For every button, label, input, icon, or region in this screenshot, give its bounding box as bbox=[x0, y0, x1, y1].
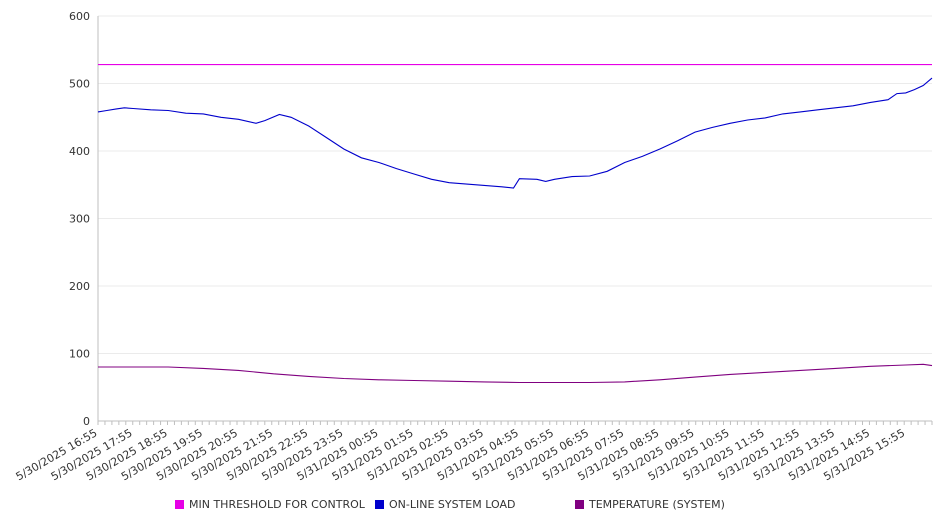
series-line-2 bbox=[98, 363, 933, 384]
y-tick-label: 600 bbox=[69, 10, 90, 23]
legend-item-system-load[interactable]: ON-LINE SYSTEM LOAD bbox=[375, 498, 515, 511]
legend-item-min-threshold[interactable]: MIN THRESHOLD FOR CONTROL bbox=[175, 498, 365, 511]
y-tick-label: 100 bbox=[69, 348, 90, 361]
y-tick-label: 500 bbox=[69, 78, 90, 91]
legend-swatch-system-load bbox=[375, 500, 384, 509]
legend: MIN THRESHOLD FOR CONTROL ON-LINE SYSTEM… bbox=[0, 498, 946, 516]
y-tick-label: 200 bbox=[69, 280, 90, 293]
legend-swatch-temperature bbox=[575, 500, 584, 509]
legend-label-system-load: ON-LINE SYSTEM LOAD bbox=[389, 498, 516, 511]
legend-label-temperature: TEMPERATURE (SYSTEM) bbox=[589, 498, 725, 511]
y-tick-label: 0 bbox=[83, 415, 90, 428]
y-tick-label: 400 bbox=[69, 145, 90, 158]
legend-swatch-min-threshold bbox=[175, 500, 184, 509]
y-tick-label: 300 bbox=[69, 213, 90, 226]
series-line-1 bbox=[97, 77, 933, 189]
legend-item-temperature[interactable]: TEMPERATURE (SYSTEM) bbox=[575, 498, 725, 511]
legend-label-min-threshold: MIN THRESHOLD FOR CONTROL bbox=[189, 498, 365, 511]
